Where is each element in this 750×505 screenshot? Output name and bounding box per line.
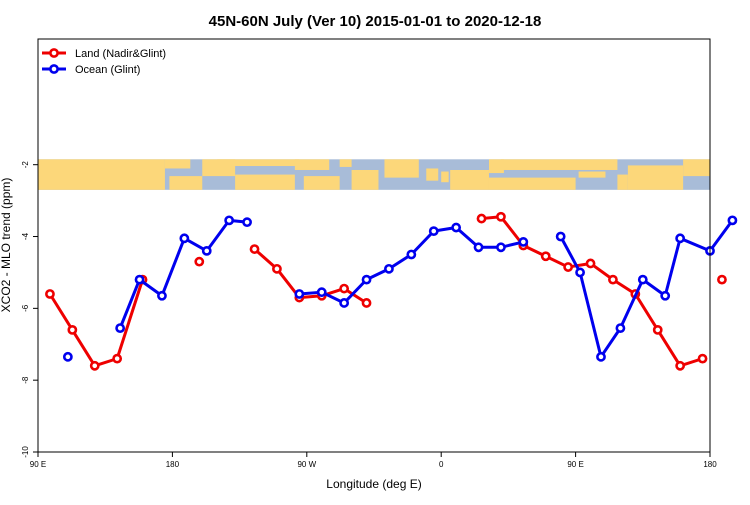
- map-land: [169, 176, 203, 190]
- data-point: [496, 211, 506, 222]
- data-point: [67, 324, 78, 335]
- x-axis-label: Longitude (deg E): [326, 477, 421, 491]
- data-point: [339, 298, 350, 308]
- map-land: [683, 159, 710, 177]
- x-tick-label: 90 W: [297, 460, 316, 469]
- data-point: [476, 213, 487, 224]
- map-land: [164, 159, 191, 169]
- map-land: [488, 159, 504, 174]
- data-point: [555, 231, 566, 242]
- data-point: [717, 274, 727, 285]
- map-land: [617, 174, 628, 190]
- data-point: [134, 274, 145, 285]
- data-point: [675, 360, 686, 371]
- data-point: [406, 249, 417, 260]
- map-land: [488, 177, 576, 190]
- map-land: [578, 171, 606, 178]
- map-land: [450, 169, 489, 190]
- legend-marker: [49, 64, 59, 74]
- data-point: [115, 323, 126, 333]
- map-land: [627, 165, 684, 190]
- series-line: [559, 219, 734, 359]
- data-point: [316, 287, 327, 298]
- series-line: [481, 215, 703, 368]
- data-point: [563, 262, 574, 272]
- data-point: [384, 263, 394, 274]
- map-land: [500, 159, 618, 170]
- map-land: [441, 171, 449, 183]
- data-point: [652, 324, 663, 335]
- legend: Land (Nadir&Glint) Ocean (Glint): [42, 48, 166, 76]
- x-tick-label: 0: [439, 460, 444, 469]
- data-point: [361, 298, 372, 308]
- chart-title: 45N-60N July (Ver 10) 2015-01-01 to 2020…: [209, 13, 542, 30]
- data-point: [242, 217, 252, 228]
- data-point: [294, 289, 305, 299]
- data-point: [45, 289, 55, 299]
- data-point: [157, 290, 167, 301]
- x-tick-label: 90 E: [30, 460, 46, 469]
- series-line: [253, 247, 368, 305]
- data-point: [727, 215, 738, 226]
- data-point: [194, 256, 205, 267]
- data-point: [575, 267, 585, 278]
- data-point: [272, 263, 282, 274]
- y-tick-label: -6: [21, 304, 30, 312]
- y-axis: -10 -8 -6 -4 -2: [21, 161, 39, 458]
- y-tick-label: -8: [21, 376, 30, 384]
- data-point: [62, 351, 73, 362]
- data-point: [518, 237, 529, 247]
- x-tick-label: 180: [703, 460, 717, 469]
- map-land: [217, 159, 300, 167]
- data-point: [637, 274, 648, 285]
- data-point: [596, 351, 606, 362]
- y-axis-label: XCO2 - MLO trend (ppm): [0, 178, 13, 313]
- map-land: [294, 159, 330, 170]
- data-point: [224, 215, 235, 226]
- series-0: [45, 211, 727, 371]
- map-land: [235, 174, 295, 190]
- series-line: [48, 279, 144, 368]
- map-land: [38, 159, 165, 190]
- legend-marker: [49, 48, 59, 58]
- data-point: [615, 323, 626, 333]
- data-point: [608, 274, 618, 285]
- data-point: [339, 283, 350, 294]
- x-tick-label: 180: [166, 460, 180, 469]
- data-point: [201, 245, 212, 256]
- data-point: [697, 353, 708, 364]
- world-map-band: [38, 159, 710, 190]
- y-tick-label: -4: [21, 232, 30, 240]
- series-layer: [45, 211, 738, 371]
- y-tick-label: -10: [21, 446, 30, 458]
- legend-label: Ocean (Glint): [75, 64, 140, 76]
- data-point: [585, 258, 596, 269]
- data-point: [451, 222, 462, 233]
- x-tick-label: 90 E: [567, 460, 583, 469]
- map-land: [339, 159, 352, 167]
- plot-frame: [37, 38, 711, 453]
- data-point: [361, 274, 372, 285]
- data-point: [675, 233, 686, 244]
- data-point: [112, 353, 123, 364]
- y-tick-label: -2: [21, 161, 30, 169]
- map-land: [426, 168, 439, 181]
- series-1: [62, 215, 738, 362]
- data-point: [496, 242, 506, 253]
- data-point: [473, 242, 484, 253]
- data-point: [428, 226, 439, 237]
- x-axis: 90 E 180 90 W 0 90 E 180: [30, 451, 717, 469]
- legend-label: Land (Nadir&Glint): [75, 48, 166, 60]
- map-land: [351, 169, 379, 190]
- data-point: [249, 244, 260, 254]
- data-point: [540, 251, 551, 262]
- data-point: [179, 233, 190, 244]
- map-land: [384, 159, 419, 178]
- data-point: [89, 360, 100, 371]
- data-point: [660, 290, 671, 301]
- map-land: [303, 176, 340, 190]
